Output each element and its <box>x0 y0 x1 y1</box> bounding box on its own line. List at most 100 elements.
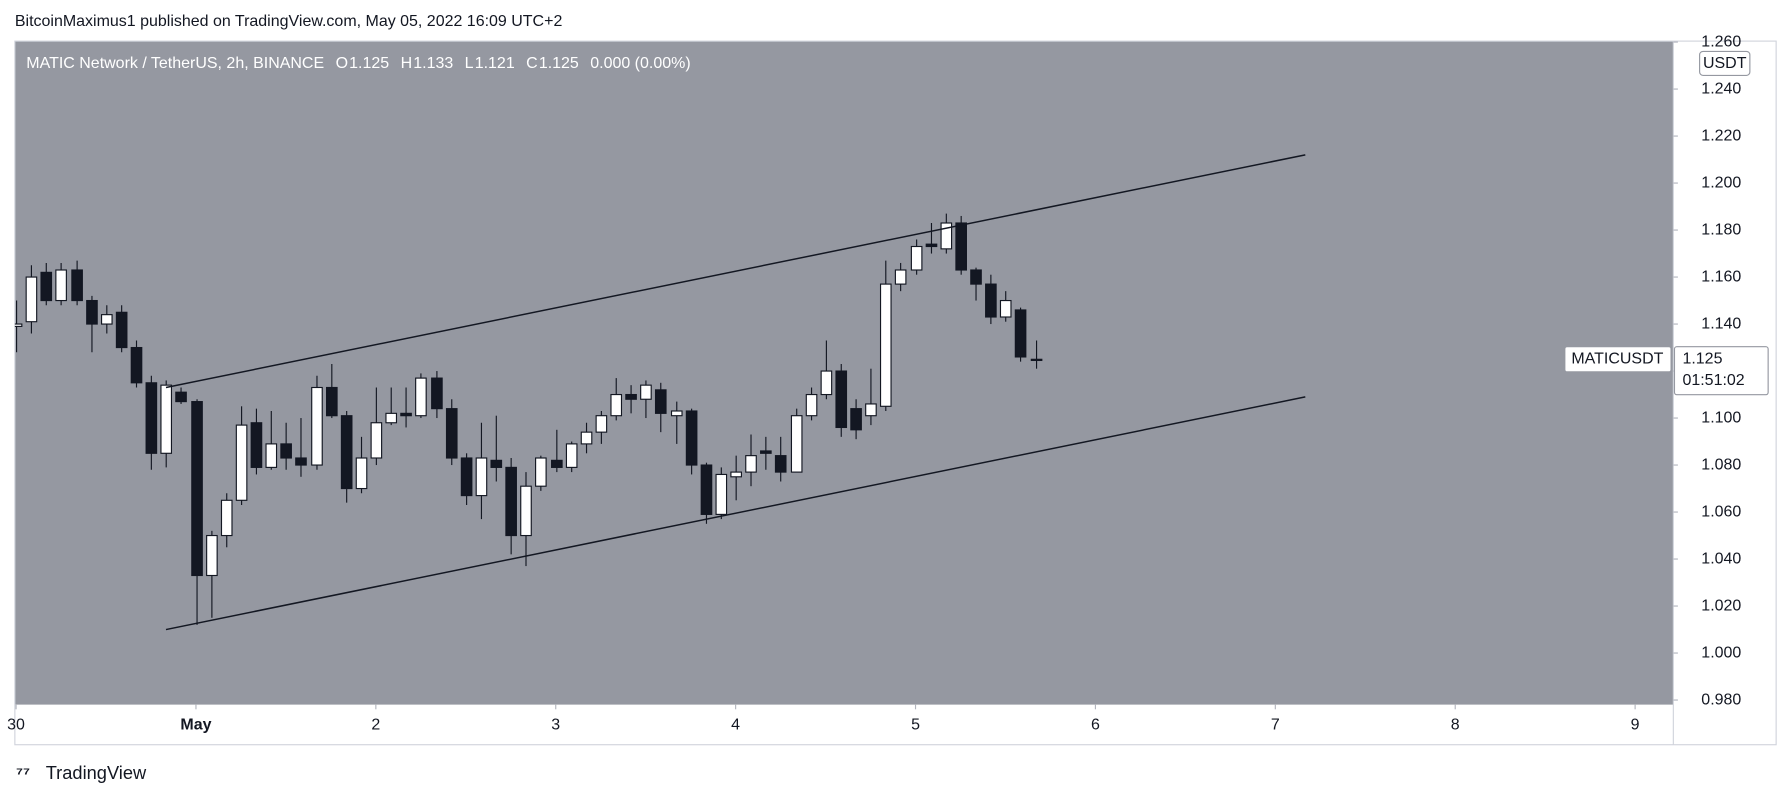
candle-body <box>940 222 953 250</box>
candle-body <box>730 471 742 478</box>
y-tick-label: 1.020 <box>1701 597 1741 614</box>
candle-body <box>220 499 233 537</box>
candle-body <box>774 455 787 473</box>
candle-body <box>551 459 563 468</box>
candle-body <box>505 466 517 537</box>
candle-body <box>235 424 248 501</box>
candle-body <box>850 408 862 431</box>
candle-body <box>175 391 187 403</box>
ohlc-key: H <box>401 55 413 72</box>
candle-body <box>670 410 683 417</box>
candle-body <box>820 370 833 396</box>
candle-body <box>790 415 803 473</box>
publisher-line: BitcoinMaximus1 published on TradingView… <box>15 13 563 30</box>
candle-body <box>535 457 547 487</box>
y-tick-label: 1.240 <box>1701 80 1741 97</box>
candle-body <box>445 408 458 459</box>
candle-body <box>700 464 713 515</box>
candle-body <box>999 299 1012 318</box>
candle-body <box>71 269 83 302</box>
x-tick-label: 7 <box>1271 717 1280 734</box>
candle-body <box>985 283 997 318</box>
candle-body <box>925 243 938 248</box>
x-tick-label: 2 <box>371 717 380 734</box>
ohlc-key: O <box>336 55 348 72</box>
candle-body <box>311 386 323 466</box>
candle-body <box>400 412 412 417</box>
y-tick-label: 1.260 <box>1701 33 1741 50</box>
candle-body <box>565 443 578 468</box>
candle-body <box>191 401 203 577</box>
candle-body <box>326 386 338 417</box>
plot <box>14 154 1306 631</box>
ohlc-value: 1.121 <box>475 55 515 72</box>
candle-body <box>640 384 652 400</box>
symbol: MATIC Network / TetherUS, 2h, BINANCE <box>26 55 324 72</box>
candle-body <box>280 443 292 459</box>
candle-body <box>760 450 772 454</box>
candle-body <box>595 415 608 433</box>
price-label-box <box>1673 346 1769 396</box>
candle-body <box>879 283 892 407</box>
candle-body <box>14 323 23 327</box>
trend-line <box>165 154 1306 389</box>
candle-body <box>295 457 307 466</box>
y-tick-label: 1.080 <box>1701 456 1741 473</box>
candle-body <box>865 403 877 417</box>
candle-body <box>130 346 143 384</box>
candle-body <box>910 245 923 271</box>
y-tick-label: 0.980 <box>1701 691 1741 708</box>
candle-body <box>25 276 38 323</box>
candle-body <box>580 431 593 445</box>
x-tick-label: 30 <box>7 717 25 734</box>
currency-badge <box>1699 50 1751 76</box>
candle-body <box>40 271 53 302</box>
countdown: 01:51:02 <box>1682 372 1744 389</box>
y-tick-label: 1.180 <box>1701 221 1741 238</box>
ohlc-value: 1.125 <box>539 55 579 72</box>
x-tick-label: 9 <box>1631 717 1640 734</box>
x-tick-label: 3 <box>551 717 560 734</box>
candle-body <box>55 269 67 302</box>
ohlc-key: L <box>465 55 474 72</box>
candle-body <box>340 415 353 490</box>
logo-mark: ⁷⁷ <box>16 763 30 783</box>
x-tick-label: May <box>180 717 211 734</box>
y-tick-label: 1.140 <box>1701 315 1741 332</box>
ohlc-key: C <box>526 55 538 72</box>
candle-body <box>1014 309 1027 358</box>
candle-body <box>431 377 443 410</box>
candle-body <box>115 311 128 349</box>
y-tick-label: 1.100 <box>1701 409 1741 426</box>
candle-body <box>250 422 263 468</box>
x-tick-label: 5 <box>911 717 920 734</box>
candle-body <box>385 412 398 424</box>
candle-body <box>835 370 848 429</box>
candle-body <box>145 382 158 454</box>
y-tick-label: 1.200 <box>1701 174 1741 191</box>
time-axis <box>14 704 1674 745</box>
currency: USDT <box>1703 55 1747 72</box>
candle-body <box>805 393 818 417</box>
candle-body <box>475 457 488 497</box>
y-tick-label: 1.220 <box>1701 127 1741 144</box>
y-tick-label: 1.000 <box>1701 644 1741 661</box>
footer-text: TradingView <box>46 762 147 783</box>
symbol-label: MATICUSDT <box>1571 351 1663 368</box>
candle-body <box>490 459 503 468</box>
candle-body <box>610 393 623 417</box>
candle-body <box>745 455 757 473</box>
candle-body <box>265 443 278 468</box>
candle-body <box>460 457 473 497</box>
candle-body <box>100 314 113 325</box>
candle-body <box>86 299 98 325</box>
candle-body <box>520 485 532 537</box>
candle-body <box>685 410 698 466</box>
candle-body <box>370 422 383 459</box>
x-tick-label: 8 <box>1451 717 1460 734</box>
x-tick-label: 4 <box>731 717 740 734</box>
y-tick-label: 1.040 <box>1701 550 1741 567</box>
candle-body <box>715 473 728 515</box>
candle-body <box>355 457 368 490</box>
